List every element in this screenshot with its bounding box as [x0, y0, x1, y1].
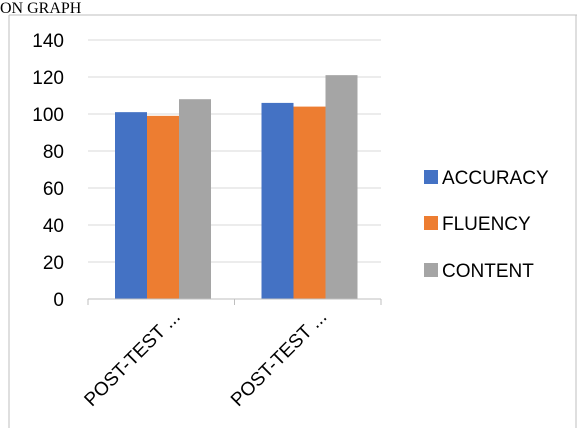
bar-fluency-2 [293, 106, 326, 299]
legend-swatch-content [424, 263, 438, 277]
y-tick-label: 120 [32, 68, 64, 89]
bar-content-1 [179, 99, 211, 299]
legend: ACCURACY FLUENCY CONTENT [424, 168, 549, 282]
chart-title: ON GRAPH [0, 0, 82, 17]
y-axis-ticks: 0 20 40 60 80 100 120 140 [32, 31, 64, 311]
x-axis-categories: POST-TEST ... POST-TEST ... [81, 307, 332, 411]
y-tick-label: 140 [32, 31, 64, 52]
y-tick-label: 20 [43, 253, 64, 274]
y-tick-label: 40 [43, 216, 64, 237]
legend-swatch-fluency [424, 216, 438, 230]
legend-label-fluency: FLUENCY [442, 214, 531, 235]
legend-label-content: CONTENT [442, 261, 534, 282]
bar-accuracy-2 [261, 102, 294, 300]
x-category-label: POST-TEST ... [81, 307, 185, 411]
legend-swatch-accuracy [424, 170, 438, 184]
x-axis [87, 298, 382, 305]
x-category-label: POST-TEST ... [227, 307, 331, 411]
bars [115, 75, 358, 300]
y-tick-label: 80 [43, 142, 64, 163]
y-tick-label: 0 [53, 290, 64, 311]
y-tick-label: 60 [43, 179, 64, 200]
bar-fluency-1 [147, 115, 179, 299]
y-tick-label: 100 [32, 105, 64, 126]
bar-accuracy-1 [115, 112, 147, 300]
bar-content-2 [325, 75, 358, 300]
legend-label-accuracy: ACCURACY [442, 168, 549, 189]
